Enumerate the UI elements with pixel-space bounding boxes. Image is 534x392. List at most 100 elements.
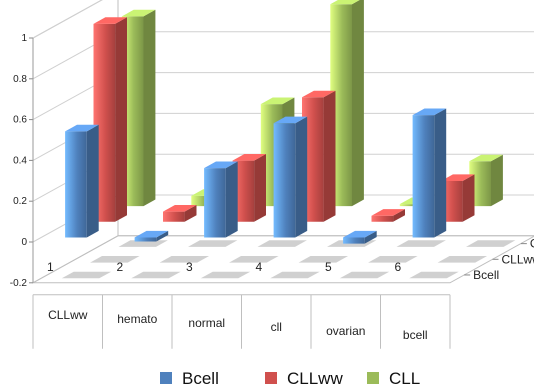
bar-front — [441, 181, 463, 222]
bar-shadow — [368, 256, 418, 263]
legend-item-CLL: CLL — [367, 369, 420, 388]
y-tick-label: 0.8 — [13, 74, 27, 85]
bars — [65, 0, 503, 244]
x-number-label: 4 — [255, 260, 262, 274]
bar-side — [254, 154, 266, 222]
gridline — [32, 0, 103, 39]
bar-side — [323, 90, 336, 222]
x-number-label: 1 — [47, 260, 54, 274]
y-tick-label: 0.2 — [13, 196, 27, 207]
bar-shadow — [409, 271, 459, 279]
bar-front — [302, 97, 324, 222]
bar-CLLww-hemato — [163, 205, 197, 222]
y-tick-label: 0.4 — [13, 155, 27, 166]
bar-shadows — [61, 240, 516, 279]
bar-CLLww-normal — [232, 154, 266, 222]
bar-top — [302, 90, 336, 98]
bar-top — [412, 108, 447, 116]
bar-CLL-cll — [330, 0, 364, 207]
legend-swatch — [265, 372, 277, 384]
bar-Bcell-CLLww — [65, 124, 99, 238]
bar-front — [204, 168, 226, 238]
bar-shadow — [298, 256, 349, 263]
bar-shadow — [118, 240, 168, 247]
bar-side — [491, 154, 503, 207]
bar-shadow — [188, 240, 238, 247]
bar-front — [469, 161, 491, 207]
y-tick-label: 0 — [21, 237, 27, 248]
bar-CLL-CLLww — [121, 9, 156, 207]
bar-front — [330, 4, 352, 207]
y-axis: -0.2 0 0.2 0.4 0.6 0.8 1 — [10, 33, 34, 289]
bar-top — [121, 9, 156, 17]
bar-Bcell-ovarian — [343, 230, 377, 244]
category-label: hemato — [117, 312, 157, 326]
bar-shadow — [466, 240, 516, 247]
legend: Bcell CLLww CLL — [160, 369, 420, 388]
bar-side — [434, 108, 447, 238]
bar-shadow — [90, 256, 140, 263]
legend-label: CLL — [389, 369, 420, 388]
bar-front — [343, 237, 365, 244]
legend-swatch — [160, 372, 172, 384]
bar-CLL-bcell — [469, 154, 503, 207]
x-axis: 1 2 3 4 5 6 CLLww hemato normal cll ovarian bcell — [32, 260, 451, 349]
bar-top — [163, 205, 197, 212]
y-tick-label: 1 — [21, 33, 27, 44]
bar-side — [295, 116, 308, 238]
bar-top — [93, 17, 127, 24]
floor — [32, 235, 534, 284]
bar-shadow — [396, 240, 446, 247]
category-label: normal — [188, 316, 225, 330]
bar-CLLww-bcell — [441, 174, 475, 222]
bar-shadow — [437, 256, 488, 263]
bar-top — [273, 116, 308, 124]
x-number-label: 3 — [186, 260, 193, 274]
bar-shadow — [270, 271, 320, 279]
bar-top — [330, 0, 360, 5]
bar-front — [412, 115, 435, 238]
category-label: cll — [271, 320, 282, 334]
legend-item-CLLww: CLLww — [265, 369, 343, 388]
bar-side — [393, 209, 405, 222]
bar-top — [441, 174, 475, 181]
legend-swatch — [367, 372, 379, 384]
bar-front — [163, 211, 185, 222]
depth-label: Bcell — [473, 268, 499, 282]
y-tick-label: -0.2 — [10, 278, 28, 289]
bar-Bcell-cll — [273, 116, 308, 238]
bar-Bcell-hemato — [134, 230, 169, 242]
category-label: ovarian — [326, 324, 365, 338]
bar-shadow — [159, 256, 210, 263]
depth-label: CLL — [530, 237, 534, 251]
bar-front — [134, 237, 157, 242]
bar-side — [225, 161, 238, 238]
bar-Bcell-normal — [204, 161, 238, 238]
bar-side — [86, 124, 99, 238]
bar-top — [204, 161, 238, 169]
bar-front — [371, 215, 394, 222]
legend-label: CLLww — [287, 369, 343, 388]
bar-front — [273, 123, 296, 238]
x-number-label: 5 — [325, 260, 332, 274]
bar-side — [143, 9, 156, 207]
category-label: bcell — [403, 328, 428, 342]
x-number-label: 2 — [116, 260, 123, 274]
bar-top — [343, 230, 377, 238]
depth-label: CLLww — [502, 252, 534, 266]
bar-CLLww-CLLww — [93, 17, 127, 222]
bar-top — [469, 154, 503, 162]
bar-side — [156, 230, 169, 242]
bar-CLLww-cll — [302, 90, 336, 222]
bar-top — [134, 230, 169, 238]
bar-top — [371, 209, 405, 216]
bar-side — [352, 0, 364, 207]
bar-side — [115, 17, 127, 222]
bar-top — [232, 154, 266, 161]
bar-shadow — [131, 271, 181, 279]
legend-item-Bcell: Bcell — [160, 369, 219, 388]
legend-label: Bcell — [182, 369, 219, 388]
category-label: CLLww — [48, 308, 88, 322]
